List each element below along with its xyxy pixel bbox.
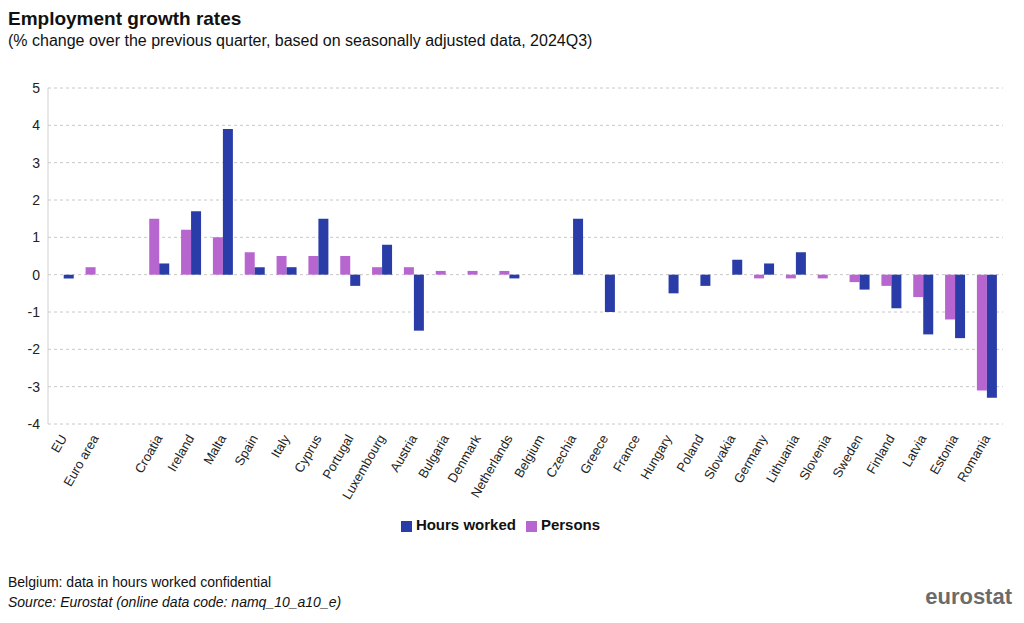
svg-text:Czechia: Czechia bbox=[543, 431, 580, 480]
svg-text:Cyprus: Cyprus bbox=[291, 432, 325, 476]
html-text:Source: Eurostat (online data: Source: Eurostat (online data code: namq… bbox=[8, 594, 342, 610]
svg-text:Croatia: Croatia bbox=[132, 431, 166, 475]
svg-text:5: 5 bbox=[32, 80, 40, 96]
svg-text:Luxembourg: Luxembourg bbox=[339, 432, 388, 502]
svg-text:Poland: Poland bbox=[673, 432, 706, 475]
svg-text:-2: -2 bbox=[28, 341, 41, 357]
svg-text:Ireland: Ireland bbox=[164, 432, 197, 474]
html-text:(% change over the previous qu: (% change over the previous quarter, bas… bbox=[8, 32, 593, 49]
svg-text:3: 3 bbox=[32, 155, 40, 171]
html-text:Persons: Persons bbox=[540, 516, 601, 533]
svg-text:Latvia: Latvia bbox=[899, 431, 930, 469]
svg-text:0: 0 bbox=[32, 267, 40, 283]
svg-text:Denmark: Denmark bbox=[444, 432, 484, 486]
svg-text:Sweden: Sweden bbox=[829, 432, 865, 480]
svg-text:Estonia: Estonia bbox=[927, 431, 962, 477]
html-text:Belgium: data in hours worked: Belgium: data in hours worked confidenti… bbox=[8, 574, 271, 590]
html-text:eurostat: eurostat bbox=[925, 584, 1012, 609]
svg-text:EU: EU bbox=[48, 432, 70, 455]
svg-text:Slovenia: Slovenia bbox=[796, 431, 834, 482]
html-text:Employment growth rates: Employment growth rates bbox=[8, 8, 242, 29]
svg-text:1: 1 bbox=[32, 229, 40, 245]
svg-text:Austria: Austria bbox=[387, 431, 421, 474]
svg-text:Portugal: Portugal bbox=[319, 432, 357, 482]
svg-text:Lithuania: Lithuania bbox=[763, 431, 803, 485]
svg-text:Hungary: Hungary bbox=[637, 432, 675, 482]
svg-text:Italy: Italy bbox=[268, 432, 293, 461]
svg-text:-1: -1 bbox=[28, 304, 41, 320]
svg-text:Germany: Germany bbox=[730, 432, 771, 486]
svg-text:Slovakia: Slovakia bbox=[700, 432, 739, 483]
svg-text:Belgium: Belgium bbox=[511, 432, 548, 481]
svg-text:4: 4 bbox=[32, 117, 40, 133]
svg-text:-4: -4 bbox=[28, 416, 41, 432]
svg-text:Euro area: Euro area bbox=[60, 431, 102, 489]
svg-text:France: France bbox=[610, 432, 643, 475]
svg-text:Spain: Spain bbox=[231, 432, 261, 468]
svg-text:-3: -3 bbox=[28, 379, 41, 395]
svg-text:Greece: Greece bbox=[577, 432, 611, 476]
svg-text:Romania: Romania bbox=[954, 431, 993, 484]
svg-text:2: 2 bbox=[32, 192, 40, 208]
html-text:Hours worked: Hours worked bbox=[415, 516, 516, 533]
svg-text:Bulgaria: Bulgaria bbox=[415, 432, 452, 481]
svg-text:Netherlands: Netherlands bbox=[468, 432, 516, 501]
svg-text:Malta: Malta bbox=[200, 431, 229, 467]
svg-text:Finland: Finland bbox=[863, 432, 897, 476]
